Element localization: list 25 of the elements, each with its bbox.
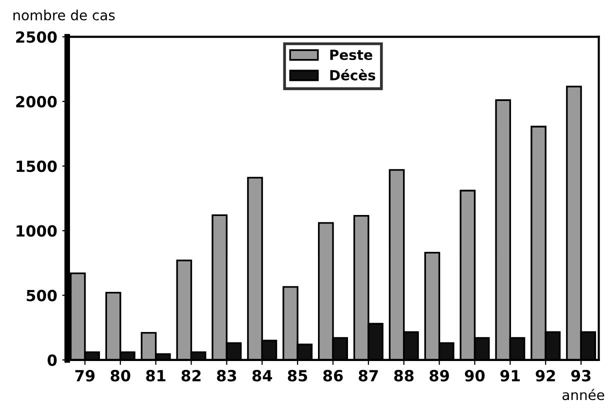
legend-label: Décès <box>330 69 376 80</box>
x-tick-label: 80 <box>110 370 130 382</box>
x-tick-label: 82 <box>182 370 201 382</box>
x-tick-label: 84 <box>252 370 272 382</box>
x-tick-label: 90 <box>464 370 485 382</box>
x-tick-label: 89 <box>430 370 449 382</box>
x-tick-label: 92 <box>536 370 555 382</box>
x-tick-label: 83 <box>216 370 236 382</box>
y-axis-title: nombre de cas <box>13 10 115 20</box>
x-tick-label: 85 <box>288 370 308 382</box>
x-tick-label: 81 <box>146 370 166 382</box>
x-tick-label: 91 <box>500 370 520 382</box>
x-tick-label: 88 <box>394 370 414 382</box>
x-tick-label: 79 <box>75 370 95 382</box>
legend-label: Peste <box>330 50 372 60</box>
y-tick-label: 1500 <box>16 160 57 172</box>
y-tick-label: 500 <box>26 290 57 302</box>
x-tick-label: 86 <box>323 370 343 382</box>
x-tick-label: 87 <box>358 370 378 382</box>
y-tick-label: 2000 <box>16 96 57 108</box>
x-tick-label: 93 <box>571 370 590 382</box>
x-axis-title: année <box>562 388 604 400</box>
y-tick-label: 0 <box>48 354 57 366</box>
y-tick-label: 1000 <box>16 225 57 237</box>
y-tick-label: 2500 <box>16 31 57 43</box>
